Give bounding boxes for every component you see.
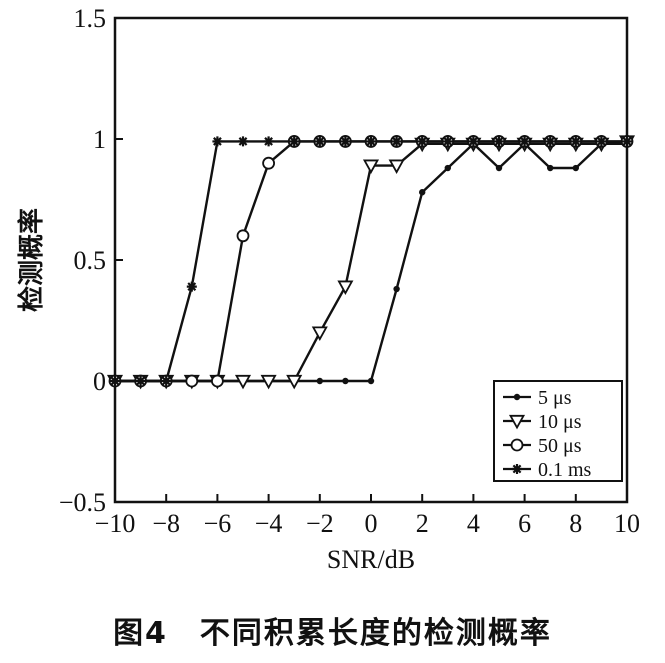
point-star bbox=[417, 136, 428, 147]
x-tick-label: 10 bbox=[614, 509, 640, 538]
legend-marker bbox=[513, 393, 521, 401]
point-triangle-down bbox=[286, 374, 303, 390]
point-star bbox=[161, 376, 172, 386]
legend-label: 10 μs bbox=[538, 411, 582, 433]
x-tick-label: 0 bbox=[365, 509, 378, 538]
point-star bbox=[135, 376, 146, 386]
y-axis-title: 检测概率 bbox=[16, 208, 47, 312]
point-circle bbox=[210, 374, 224, 388]
point-circle bbox=[185, 374, 199, 388]
x-axis-title: SNR/dB bbox=[327, 545, 415, 574]
series-line-circle bbox=[115, 140, 627, 383]
y-tick-label: −0.5 bbox=[59, 488, 106, 517]
point-triangle-down bbox=[234, 374, 252, 390]
point-star bbox=[212, 136, 223, 147]
x-tick-label: −2 bbox=[306, 509, 334, 538]
point-star bbox=[545, 136, 556, 147]
legend-label: 0.1 ms bbox=[538, 459, 592, 481]
point-star bbox=[442, 136, 453, 147]
point-star bbox=[289, 136, 300, 147]
axis-ticks: −10 −8 −6 −4 −2 0 2 4 6 8 10 −0.5 0 0.5 1 1.5 bbox=[59, 4, 640, 538]
point-star bbox=[519, 136, 530, 147]
figure-caption: 图4 不同积累长度的检测概率 bbox=[113, 616, 552, 651]
point-star bbox=[238, 136, 248, 147]
point-star bbox=[570, 136, 581, 147]
x-tick-label: 4 bbox=[467, 509, 480, 538]
x-tick-label: 6 bbox=[518, 509, 531, 538]
y-tick-label: 0.5 bbox=[74, 246, 107, 275]
point-star bbox=[314, 136, 325, 147]
point-star bbox=[468, 136, 479, 147]
x-tick-label: −4 bbox=[255, 509, 283, 538]
point-triangle-down bbox=[260, 374, 277, 390]
series-line-star bbox=[115, 140, 627, 383]
point-triangle-down bbox=[337, 280, 354, 295]
point-triangle-down bbox=[388, 159, 405, 174]
legend-label: 5 μs bbox=[538, 387, 572, 409]
point-triangle-down bbox=[362, 159, 380, 174]
point-star bbox=[596, 136, 607, 147]
point-dot bbox=[316, 377, 323, 385]
point-dot bbox=[495, 164, 503, 172]
point-star bbox=[263, 136, 274, 147]
x-tick-label: −6 bbox=[204, 509, 232, 538]
point-circle bbox=[262, 156, 276, 170]
point-star bbox=[391, 136, 402, 147]
x-tick-label: 8 bbox=[569, 509, 582, 538]
point-dot bbox=[419, 189, 426, 196]
point-star bbox=[340, 136, 351, 147]
point-star bbox=[366, 136, 376, 147]
point-dot bbox=[342, 377, 349, 385]
y-tick-label: 0 bbox=[93, 367, 106, 396]
legend-marker bbox=[512, 464, 522, 474]
point-star bbox=[622, 136, 632, 147]
y-tick-label: 1 bbox=[93, 125, 106, 154]
point-dot bbox=[444, 164, 451, 172]
point-dot bbox=[393, 285, 400, 293]
point-triangle-down bbox=[311, 326, 328, 341]
point-dot bbox=[572, 164, 579, 172]
y-tick-label: 1.5 bbox=[74, 4, 107, 33]
point-star bbox=[186, 281, 197, 292]
series-line-triangle-down bbox=[115, 140, 628, 383]
legend-label: 50 μs bbox=[538, 435, 582, 457]
point-dot bbox=[547, 164, 554, 172]
point-star bbox=[494, 136, 504, 147]
series-line-dot bbox=[115, 142, 627, 383]
point-circle bbox=[236, 229, 250, 243]
x-tick-label: 2 bbox=[416, 509, 429, 538]
point-dot bbox=[367, 377, 375, 385]
legend-marker bbox=[510, 438, 524, 452]
point-star bbox=[110, 376, 120, 386]
legend-marker bbox=[508, 414, 526, 430]
x-tick-label: −8 bbox=[152, 509, 180, 538]
series-layer bbox=[106, 135, 636, 390]
x-tick-label: −10 bbox=[95, 509, 136, 538]
detection-probability-chart: −10 −8 −6 −4 −2 0 2 4 6 8 10 −0.5 0 0.5 1 1.5 SNR/dB 检测… bbox=[16, 4, 640, 574]
